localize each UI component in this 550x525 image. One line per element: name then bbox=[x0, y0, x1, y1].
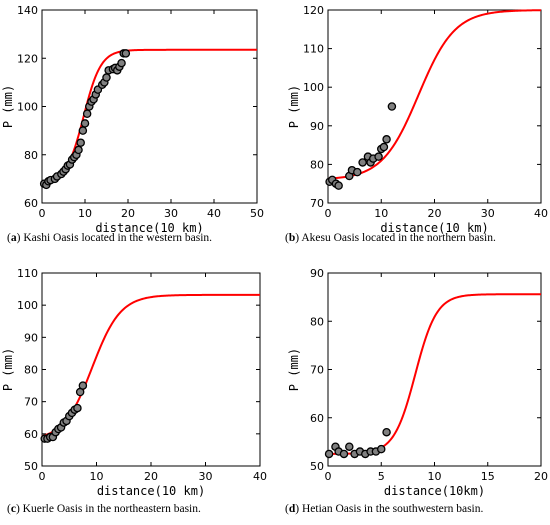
caption-d-text: Hetian Oasis in the southwestern basin. bbox=[301, 503, 484, 515]
data-point-d-11 bbox=[382, 427, 391, 437]
y-tick-label-c-2: 70 bbox=[24, 396, 38, 409]
data-point-d-4 bbox=[345, 442, 354, 451]
x-tick-label-a-0: 0 bbox=[39, 207, 46, 220]
x-tick-label-b-2: 20 bbox=[428, 207, 442, 220]
y-tick-label-b-0: 70 bbox=[310, 197, 324, 210]
x-tick-label-d-3: 15 bbox=[481, 470, 495, 483]
y-tick-label-a-0: 60 bbox=[24, 197, 38, 210]
data-point-b-3 bbox=[334, 181, 343, 190]
y-tick-label-d-4: 90 bbox=[310, 267, 324, 280]
panel-a: 0 10 20 30 40 50 60 80 100 120 140 distance(10 km) P… bbox=[1, 4, 264, 235]
data-point-a-17 bbox=[80, 119, 90, 128]
x-tick-label-a-4: 40 bbox=[207, 207, 221, 220]
x-tick-label-d-1: 5 bbox=[378, 470, 385, 483]
panel-c: 0 10 20 30 40 50 60 70 80 90 100 110 distance(10 km)… bbox=[1, 267, 267, 498]
y-tick-label-b-3: 100 bbox=[303, 81, 324, 94]
x-tick-label-d-0: 0 bbox=[325, 470, 332, 483]
x-tick-label-c-2: 20 bbox=[144, 470, 158, 483]
data-point-b-15 bbox=[387, 102, 397, 111]
data-point-d-10 bbox=[376, 444, 386, 454]
data-point-a-15 bbox=[76, 138, 85, 147]
y-tick-label-c-3: 80 bbox=[24, 364, 38, 377]
x-tick-label-c-3: 30 bbox=[199, 470, 213, 483]
data-point-a-18 bbox=[82, 109, 92, 118]
data-point-a-16 bbox=[78, 126, 88, 135]
x-tick-label-a-3: 30 bbox=[164, 207, 178, 220]
x-tick-label-a-1: 10 bbox=[78, 207, 92, 220]
y-tick-label-a-1: 80 bbox=[24, 149, 38, 162]
fit-curve-b bbox=[327, 9, 542, 180]
data-point-b-7 bbox=[358, 158, 367, 167]
data-point-b-6 bbox=[353, 167, 362, 177]
y-tick-label-b-4: 110 bbox=[303, 43, 324, 56]
caption-b-letter: b bbox=[288, 232, 296, 244]
caption-c: (c) Kuerle Oasis in the northeastern bas… bbox=[7, 503, 201, 515]
y-tick-label-a-2: 100 bbox=[17, 101, 38, 114]
data-point-a-34 bbox=[121, 49, 131, 58]
caption-c-letter: c bbox=[10, 503, 16, 515]
y-tick-label-b-1: 80 bbox=[310, 158, 324, 171]
fit-curve-c bbox=[41, 293, 260, 438]
caption-a: (a) Kashi Oasis located in the western b… bbox=[7, 232, 213, 244]
caption-b-text: Akesu Oasis located in the northern basi… bbox=[301, 232, 496, 244]
data-point-a-14 bbox=[74, 145, 83, 155]
data-point-d-3 bbox=[339, 449, 349, 459]
x-tick-label-b-4: 40 bbox=[534, 207, 548, 220]
y-tick-label-c-4: 90 bbox=[24, 331, 38, 344]
panel-b: 0 10 20 30 40 70 80 90 100 110 120 distance(10 km) P… bbox=[287, 4, 548, 235]
x-tick-label-c-4: 40 bbox=[253, 470, 267, 483]
data-point-c-12 bbox=[73, 403, 82, 413]
y-axis-label-a: P (mm) bbox=[1, 85, 15, 128]
data-point-b-11 bbox=[374, 152, 383, 161]
y-tick-label-c-6: 110 bbox=[17, 267, 38, 280]
caption-d-letter: d bbox=[288, 503, 296, 515]
x-tick-label-d-4: 20 bbox=[534, 470, 548, 483]
x-tick-label-c-1: 10 bbox=[90, 470, 104, 483]
caption-b: (b) Akesu Oasis located in the northern … bbox=[285, 232, 496, 244]
caption-d: (d) Hetian Oasis in the southwestern bas… bbox=[285, 503, 484, 515]
y-tick-label-c-1: 60 bbox=[24, 428, 38, 441]
x-tick-label-b-0: 0 bbox=[325, 207, 332, 220]
data-point-c-14 bbox=[78, 381, 88, 390]
plot-frame-c bbox=[41, 272, 261, 467]
y-axis-label-d: P (mm) bbox=[287, 348, 301, 391]
panel-d: 0 5 10 15 20 50 60 70 80 90 distance(10km) P (mm) bbox=[287, 267, 548, 498]
x-axis-label-d: distance(10km) bbox=[384, 484, 485, 498]
caption-a-letter: a bbox=[10, 232, 17, 244]
x-tick-label-b-3: 30 bbox=[481, 207, 495, 220]
x-tick-label-b-1: 10 bbox=[374, 207, 388, 220]
y-tick-label-d-0: 50 bbox=[310, 460, 324, 473]
fit-curve-d bbox=[328, 293, 541, 455]
y-tick-label-d-2: 70 bbox=[310, 364, 324, 377]
y-axis-label-c: P (mm) bbox=[1, 348, 15, 391]
data-point-b-14 bbox=[382, 135, 391, 144]
plot-frame-a bbox=[41, 9, 258, 204]
y-tick-label-c-0: 50 bbox=[24, 460, 38, 473]
data-point-d-0 bbox=[324, 449, 334, 459]
caption-c-text: Kuerle Oasis in the northeastern basin. bbox=[22, 503, 201, 515]
x-axis-label-c: distance(10 km) bbox=[97, 484, 205, 498]
data-point-b-13 bbox=[379, 142, 389, 152]
y-tick-label-b-5: 120 bbox=[303, 4, 324, 17]
x-tick-label-a-5: 50 bbox=[250, 207, 264, 220]
y-tick-label-a-4: 140 bbox=[17, 4, 38, 17]
caption-a-text: Kashi Oasis located in the western basin… bbox=[23, 232, 213, 244]
x-tick-label-a-2: 20 bbox=[121, 207, 135, 220]
data-point-a-26 bbox=[102, 73, 111, 82]
y-tick-label-c-5: 100 bbox=[17, 299, 38, 312]
fit-curve-a bbox=[41, 48, 257, 183]
x-axis-label-b: distance(10 km) bbox=[380, 221, 488, 235]
x-tick-label-c-0: 0 bbox=[39, 470, 46, 483]
data-point-a-32 bbox=[117, 58, 126, 68]
y-tick-label-b-2: 90 bbox=[310, 120, 324, 133]
x-axis-label-a: distance(10 km) bbox=[95, 221, 203, 235]
y-tick-label-d-1: 60 bbox=[310, 412, 324, 425]
y-tick-label-a-3: 120 bbox=[17, 52, 38, 65]
x-tick-label-d-2: 10 bbox=[428, 470, 442, 483]
y-axis-label-b: P (mm) bbox=[287, 85, 301, 128]
y-tick-label-d-3: 80 bbox=[310, 315, 324, 328]
plot-frame-d bbox=[327, 272, 542, 467]
